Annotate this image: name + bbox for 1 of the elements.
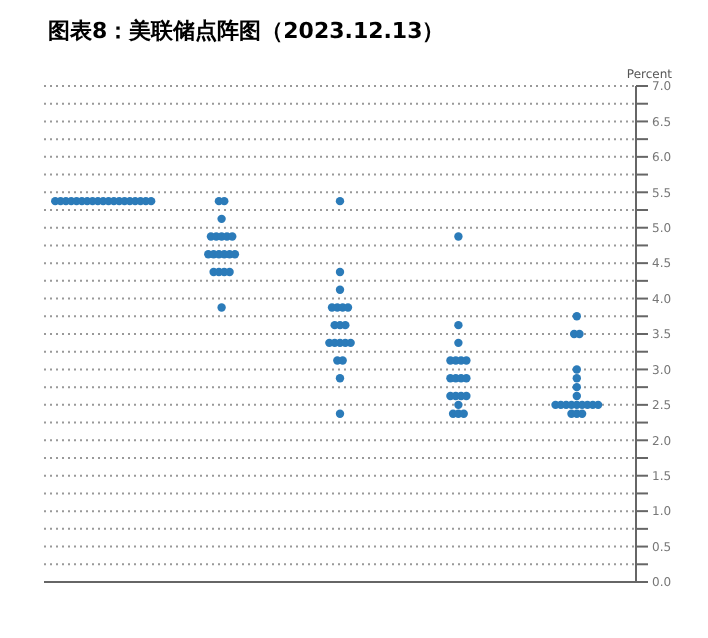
chart-title: 图表8：美联储点阵图（2023.12.13） (48, 16, 447, 46)
